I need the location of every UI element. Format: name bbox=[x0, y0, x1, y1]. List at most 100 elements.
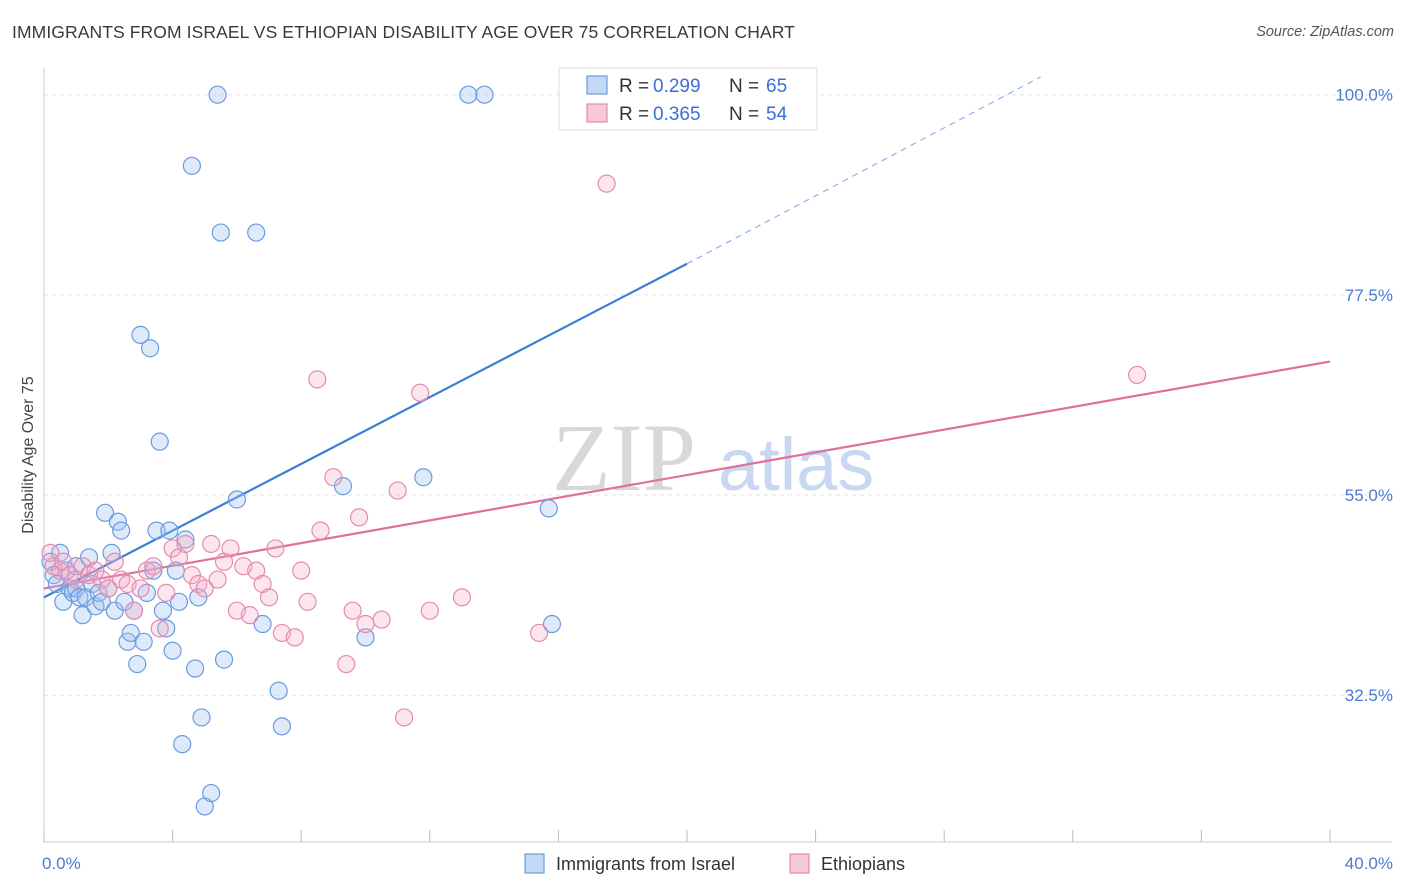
bottom-legend: Immigrants from Israel Ethiopians bbox=[524, 853, 905, 874]
point-ethiopians bbox=[452, 588, 472, 607]
point-israel bbox=[128, 654, 147, 674]
legend-n-value: 65 bbox=[766, 76, 787, 97]
point-israel bbox=[157, 619, 176, 638]
top-legend: R = 0.299 N = 65 R = 0.365 N = 54 bbox=[558, 67, 818, 131]
point-israel bbox=[73, 606, 92, 625]
point-ethiopians bbox=[356, 614, 375, 634]
point-ethiopians bbox=[285, 628, 304, 647]
point-ethiopians bbox=[208, 570, 227, 589]
point-israel bbox=[131, 325, 150, 344]
trend-lines bbox=[43, 76, 1331, 599]
trend-line-ethiopians bbox=[43, 360, 1331, 590]
point-ethiopians bbox=[372, 610, 391, 629]
point-israel bbox=[459, 85, 478, 104]
point-ethiopians bbox=[530, 623, 549, 643]
point-israel bbox=[147, 521, 166, 540]
axes bbox=[43, 68, 1392, 843]
point-ethiopians bbox=[221, 539, 240, 558]
point-israel bbox=[189, 588, 208, 607]
point-israel bbox=[160, 521, 179, 540]
point-israel bbox=[247, 223, 266, 242]
point-ethiopians bbox=[324, 468, 343, 487]
point-israel bbox=[134, 632, 153, 651]
y-tick-label: 77.5% bbox=[1345, 286, 1393, 305]
point-israel bbox=[253, 614, 272, 634]
point-ethiopians bbox=[99, 579, 118, 598]
point-ethiopians bbox=[266, 539, 285, 558]
point-ethiopians bbox=[105, 552, 124, 571]
point-ethiopians bbox=[176, 534, 195, 554]
bottom-legend-swatch-blue bbox=[524, 853, 545, 874]
legend-r-label: R = bbox=[619, 76, 649, 97]
point-israel bbox=[272, 717, 292, 736]
point-israel bbox=[214, 650, 234, 669]
point-ethiopians bbox=[311, 521, 330, 540]
point-ethiopians bbox=[144, 557, 163, 576]
x-tick-labels: 0.0% 40.0% bbox=[42, 854, 1393, 873]
point-ethiopians bbox=[394, 708, 414, 727]
point-ethiopians bbox=[195, 579, 214, 598]
point-israel bbox=[112, 521, 131, 540]
point-ethiopians bbox=[240, 606, 259, 625]
legend-r-value: 0.365 bbox=[653, 104, 701, 125]
point-israel bbox=[153, 601, 173, 620]
point-israel bbox=[542, 614, 562, 634]
point-ethiopians bbox=[597, 174, 616, 193]
point-ethiopians bbox=[259, 588, 279, 607]
trend-line-israel bbox=[43, 262, 688, 599]
point-ethiopians bbox=[157, 583, 176, 602]
point-ethiopians bbox=[86, 561, 105, 580]
point-israel bbox=[269, 681, 288, 700]
point-israel bbox=[144, 561, 163, 580]
point-ethiopians bbox=[349, 508, 369, 527]
bottom-legend-swatch-pink bbox=[789, 853, 810, 874]
point-israel bbox=[192, 708, 211, 727]
point-israel bbox=[356, 628, 375, 647]
legend-n-label: N = bbox=[729, 76, 759, 97]
legend-r-label: R = bbox=[619, 104, 649, 125]
point-israel bbox=[173, 735, 192, 754]
x-tick-label: 0.0% bbox=[42, 854, 81, 873]
y-tick-labels: 32.5% 55.0% 77.5% 100.0% bbox=[1335, 86, 1393, 706]
grid-lines bbox=[44, 94, 1392, 696]
data-points bbox=[41, 85, 1147, 816]
y-tick-label: 32.5% bbox=[1345, 686, 1393, 705]
bottom-legend-label-israel: Immigrants from Israel bbox=[556, 854, 735, 874]
point-ethiopians bbox=[182, 566, 201, 585]
point-ethiopians bbox=[420, 601, 439, 620]
point-israel bbox=[176, 530, 195, 549]
y-axis-label: Disability Age Over 75 bbox=[20, 376, 37, 534]
legend-r-value: 0.299 bbox=[653, 76, 701, 97]
point-israel bbox=[163, 641, 182, 660]
point-ethiopians bbox=[292, 561, 311, 580]
y-tick-label: 100.0% bbox=[1335, 86, 1393, 105]
point-israel bbox=[202, 783, 221, 803]
legend-n-value: 54 bbox=[766, 104, 788, 125]
x-tick-label: 40.0% bbox=[1345, 854, 1393, 873]
bottom-legend-label-ethiopians: Ethiopians bbox=[821, 854, 905, 874]
point-israel bbox=[70, 588, 89, 607]
source-credit: Source: ZipAtlas.com bbox=[1256, 24, 1394, 40]
legend-swatch-blue bbox=[586, 75, 608, 95]
point-israel bbox=[140, 339, 160, 358]
point-ethiopians bbox=[411, 383, 430, 402]
point-ethiopians bbox=[298, 592, 317, 611]
point-israel bbox=[475, 85, 494, 104]
trend-line-israel-extension bbox=[686, 76, 1041, 265]
point-ethiopians bbox=[131, 579, 150, 598]
point-ethiopians bbox=[388, 481, 407, 500]
point-israel bbox=[227, 490, 246, 509]
point-israel bbox=[211, 223, 230, 242]
point-ethiopians bbox=[337, 654, 356, 674]
point-israel bbox=[539, 499, 558, 518]
legend-n-label: N = bbox=[729, 104, 759, 125]
point-israel bbox=[95, 503, 115, 522]
watermark-zip-logo: ZIP bbox=[552, 404, 696, 511]
point-israel bbox=[150, 432, 169, 451]
point-israel bbox=[169, 592, 189, 611]
watermark: ZIP atlas bbox=[552, 404, 874, 511]
point-ethiopians bbox=[41, 543, 60, 562]
legend-swatch-pink bbox=[586, 103, 608, 123]
point-israel bbox=[182, 156, 201, 175]
